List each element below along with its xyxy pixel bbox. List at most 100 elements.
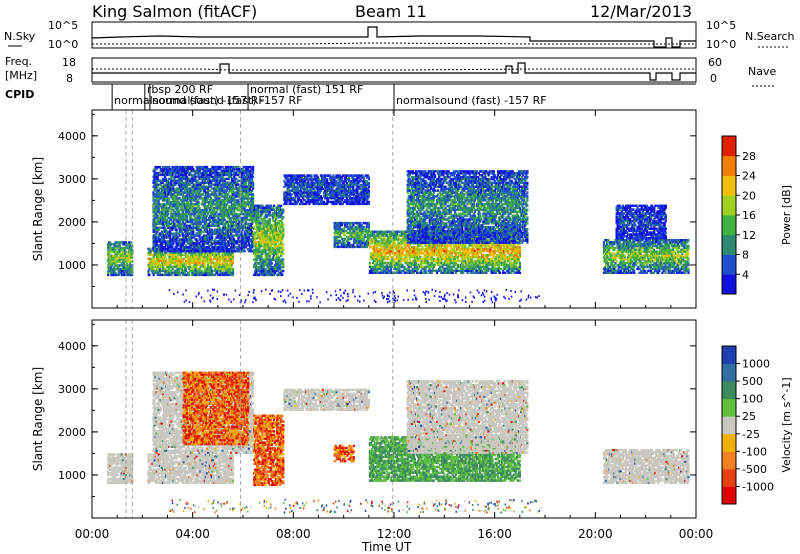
- range-cell: [110, 248, 113, 252]
- range-cell: [181, 273, 184, 277]
- range-cell: [177, 191, 180, 194]
- range-cell: [196, 253, 199, 257]
- range-cell: [160, 189, 163, 192]
- range-cell: [212, 251, 215, 255]
- range-cell: [231, 253, 235, 257]
- cpid-label: CPID: [5, 88, 34, 101]
- range-cell: [200, 230, 203, 233]
- range-cell: [188, 251, 191, 255]
- range-cell: [199, 220, 202, 224]
- range-cell: [160, 226, 163, 229]
- range-cell: [161, 181, 164, 184]
- range-cell: [201, 263, 204, 267]
- range-cell: [159, 193, 162, 196]
- range-cell: [182, 224, 185, 227]
- range-cell: [218, 253, 221, 257]
- range-cell: [174, 189, 177, 192]
- range-cell: [197, 271, 200, 275]
- range-cell: [116, 252, 119, 256]
- range-cell: [160, 220, 163, 224]
- range-cell: [211, 259, 214, 263]
- range-cell: [203, 261, 206, 265]
- range-cell: [156, 177, 159, 181]
- range-cell: [199, 236, 202, 239]
- range-cell: [156, 191, 159, 194]
- range-cell: [192, 265, 195, 269]
- range-cell: [175, 246, 178, 249]
- range-cell: [210, 267, 213, 271]
- range-cell: [168, 165, 171, 169]
- range-cell: [175, 232, 178, 235]
- range-cell: [151, 263, 154, 267]
- range-cell: [196, 257, 199, 261]
- range-cell: [108, 262, 111, 265]
- range-cell: [167, 269, 170, 273]
- range-cell: [180, 216, 183, 220]
- range-cell: [170, 273, 173, 277]
- range-cell: [194, 251, 197, 255]
- range-cell: [127, 260, 130, 263]
- range-cell: [165, 257, 168, 261]
- range-cell: [183, 234, 187, 237]
- range-cell: [216, 261, 219, 265]
- range-cell: [169, 265, 172, 269]
- range-cell: [155, 255, 158, 259]
- nsearch-label: N.Search: [745, 30, 795, 43]
- range-cell: [172, 257, 175, 261]
- range-cell: [165, 171, 168, 175]
- range-cell: [171, 224, 174, 227]
- range-cell: [207, 265, 211, 269]
- range-cell: [231, 267, 235, 271]
- range-cell: [157, 201, 160, 204]
- range-cell: [163, 209, 167, 212]
- range-cell: [178, 273, 181, 277]
- range-cell: [191, 253, 194, 257]
- range-cell: [166, 218, 169, 222]
- range-cell: [165, 273, 168, 277]
- range-cell: [170, 269, 173, 273]
- range-cell: [231, 255, 235, 259]
- range-cell: [203, 253, 206, 257]
- range-cell: [254, 231, 257, 234]
- range-cell: [180, 199, 183, 202]
- range-cell: [159, 220, 162, 224]
- range-cell: [167, 179, 170, 182]
- range-cell: [176, 187, 179, 190]
- range-cell: [107, 243, 110, 246]
- range-cell: [179, 271, 182, 275]
- range-cell: [216, 271, 219, 275]
- nsky-trace: [91, 26, 696, 48]
- range-cell: [183, 261, 187, 265]
- range-cell: [220, 263, 223, 267]
- range-cell: [172, 185, 175, 188]
- range-cell: [178, 171, 181, 175]
- range-cell: [168, 267, 171, 271]
- range-cell: [119, 268, 122, 271]
- range-cell: [165, 267, 168, 271]
- range-cell: [168, 259, 171, 263]
- range-cell: [165, 177, 168, 181]
- range-cell: [224, 257, 227, 261]
- range-cell: [218, 267, 221, 271]
- range-cell: [158, 171, 161, 175]
- range-cell: [170, 187, 173, 190]
- range-cell: [123, 254, 127, 257]
- range-cell: [189, 263, 192, 267]
- range-cell: [179, 248, 182, 251]
- range-cell: [188, 271, 191, 275]
- range-cell: [179, 228, 182, 231]
- range-cell: [152, 203, 155, 206]
- range-cell: [128, 271, 131, 275]
- range-cell: [175, 201, 178, 204]
- range-cell: [170, 175, 173, 179]
- range-cell: [169, 244, 172, 247]
- range-cell: [166, 173, 169, 177]
- range-cell: [120, 273, 123, 277]
- range-cell: [216, 259, 219, 263]
- range-cell: [152, 257, 155, 261]
- range-cell: [174, 250, 177, 253]
- range-cell: [210, 263, 213, 267]
- range-cell: [156, 267, 159, 271]
- range-cell: [108, 256, 111, 259]
- range-cell: [211, 271, 214, 275]
